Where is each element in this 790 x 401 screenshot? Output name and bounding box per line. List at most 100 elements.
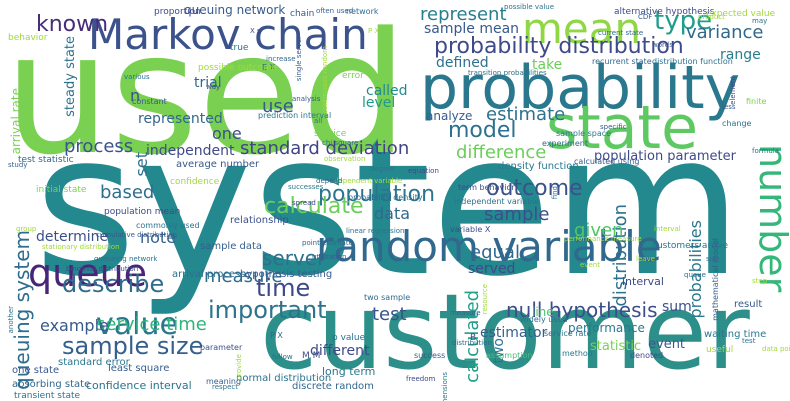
word: recurrent state [592,57,652,66]
word: describe [62,270,165,298]
word: called [366,83,408,99]
word: provide [235,354,243,381]
word: customer [260,271,750,393]
word: depend [316,177,343,185]
word: sum [662,299,692,315]
word: chi square [322,139,359,147]
word: analyze [426,109,473,123]
word: degree [370,165,395,173]
word: alternative hypothesis [614,7,715,17]
word: success [414,351,446,360]
word: prediction interval [258,111,332,120]
word: level [362,95,396,111]
word: confidence [170,177,220,187]
word: dimensions [441,372,449,401]
word: useful [706,345,734,355]
word: group [16,225,37,233]
word: calculated using [574,157,640,166]
word: change [722,119,752,128]
word: expected value [706,9,776,19]
word: E X [262,63,276,72]
word: current state [598,29,644,37]
word: increase [266,55,296,63]
word: arrival process [172,269,246,280]
word: sample space [556,129,612,138]
word: variance [686,22,764,43]
word: various [124,73,150,81]
word: two sample [364,293,411,302]
word: possible outcome [198,63,278,73]
word: commonly used [136,221,200,230]
word: initial state [36,185,87,195]
word: state [546,93,698,163]
word: queue [28,251,148,295]
word: continuous random [321,46,329,114]
word: long term [322,365,376,378]
word: words [652,41,673,49]
word: sample size [62,332,204,360]
word: another [7,306,15,334]
word: test [372,304,407,325]
word: method [562,349,593,358]
word: term behavior [458,183,515,192]
word: size [706,255,720,263]
word: equal [470,242,520,263]
word: probability density [348,193,423,202]
word: absorbing state [12,379,91,390]
word: step [752,277,768,285]
word: data point [762,345,790,353]
word: leave [636,255,655,263]
word: independent variable [454,197,540,206]
word: one state [12,365,60,376]
word: queue [684,271,706,279]
word: error [342,71,364,81]
word: behavior [8,33,48,43]
word: estimator [480,325,548,341]
word: respect [212,383,239,391]
word: assumption [486,351,533,360]
word: test statistic [18,155,74,165]
word: trial [194,75,222,91]
word: use [262,96,294,117]
word: chain [290,9,315,19]
word: service [314,129,347,139]
word: least square [108,363,170,374]
word: linear regression [346,227,405,235]
word: M M [302,351,321,361]
word: service rate [544,329,592,338]
word: outcome [486,176,583,201]
word: point estimate [302,239,353,247]
word: one [212,124,242,143]
word: discrete random [292,381,374,392]
word: different [310,343,370,359]
word: population mean [104,207,181,217]
word: served [468,261,516,277]
word: mean [522,4,642,53]
word: represented [138,111,223,127]
word: P X [270,331,283,340]
word: time [256,274,311,302]
word: model [448,118,517,143]
word: freedom [406,375,436,383]
word: performance measure [564,235,642,243]
word: event [580,261,600,269]
word: often used [316,7,354,15]
word: stationary distribution [42,243,120,251]
word: specific [600,123,627,131]
word: distribution [452,339,492,347]
word: interval [622,275,664,288]
word: known [36,12,109,37]
word: meaning [206,377,242,386]
word: single server [295,36,303,82]
word: data [374,204,411,223]
word: successes [288,183,324,191]
word: true [230,43,249,53]
word: transition probabilities [468,69,547,77]
word: widely used [520,315,568,324]
word: system [34,92,743,320]
word: denoted [630,351,664,360]
word: network [346,7,379,16]
word: standard error [58,357,130,368]
word: average number [176,159,260,170]
word: used [4,0,409,192]
